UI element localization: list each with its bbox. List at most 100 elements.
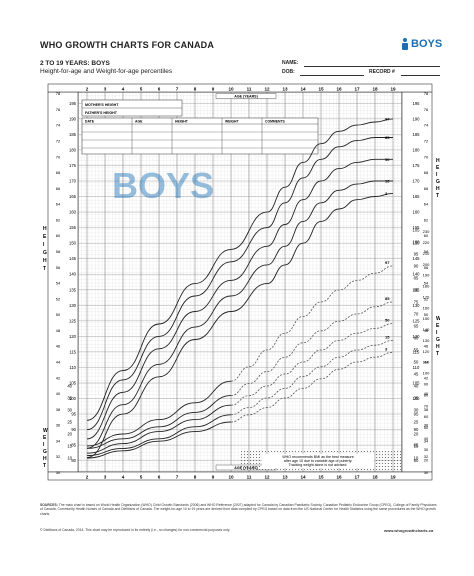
kg-tick-right-60: 60 — [414, 336, 419, 341]
website-url[interactable]: www.whogrowthcharts.ca — [384, 528, 434, 533]
height-curve-p97 — [86, 118, 394, 421]
chart-subtitle-2: Height-for-age and Weight-for-age percen… — [40, 68, 173, 75]
kg-tick-left-20: 20 — [67, 432, 72, 437]
in-tick-right-74: 74 — [424, 123, 429, 128]
in-tick-left-76: 76 — [56, 107, 61, 112]
cm-tick-left-155: 155 — [69, 225, 77, 230]
in-tick-left-58: 58 — [56, 249, 61, 254]
cm-tick-right-95: 95 — [414, 412, 419, 417]
sources-footnote: SOURCES: The main chart is based on Worl… — [40, 503, 440, 516]
cm-tick-left-90: 90 — [71, 427, 76, 432]
in-tick-left-48: 48 — [56, 328, 61, 333]
cm-tick-left-165: 165 — [69, 194, 77, 199]
kg-tick-right-15: 15 — [414, 444, 419, 449]
record-label: RECORD # — [369, 69, 395, 75]
weight-percentile-curves: 97 85 50 15 3 — [86, 260, 394, 459]
note-line-3: Tracking weight alone is not advised. — [289, 463, 348, 467]
cm-tick-left-110: 110 — [69, 365, 76, 370]
kg-tick-left-25: 25 — [67, 420, 72, 425]
in-tick-right-52: 52 — [424, 296, 429, 301]
kg-tick-right-80: 80 — [414, 288, 419, 293]
lb-tick-right-130: 130 — [423, 338, 430, 343]
weight-curve-dashed-p3 — [230, 352, 394, 423]
cm-tick-right-90: 90 — [414, 427, 419, 432]
plot-grid — [77, 91, 403, 473]
in-tick-right-32: 32 — [424, 454, 429, 459]
lb-tick-right-230: 230 — [423, 229, 430, 234]
kg-tick-right-40: 40 — [414, 384, 419, 389]
x-tick-labels: 2 2 3 3 4 4 5 5 6 6 7 7 8 8 9 9 10 10 11 11 12 12 13 13 14 14 15 15… — [86, 86, 396, 479]
cm-tick-right-100: 100 — [413, 396, 421, 401]
cm-tick-left-135: 135 — [69, 287, 77, 292]
cm-tick-right-105: 105 — [413, 380, 421, 385]
kg-tick-right-20: 20 — [414, 432, 419, 437]
lb-tick-right-210: 210 — [423, 251, 430, 256]
cm-tick-right-145: 145 — [413, 256, 421, 261]
chart-subtitle: 2 TO 19 YEARS: BOYS — [40, 60, 110, 67]
weight-label-p85: 85 — [385, 296, 390, 301]
cm-tick-left-95: 95 — [71, 412, 76, 417]
lb-tick-right-160: 160 — [423, 305, 430, 310]
x-tick-top-10: 10 — [228, 86, 234, 91]
record-field[interactable] — [401, 75, 440, 76]
weight-curve-p97 — [86, 380, 232, 447]
cm-tick-right-175: 175 — [413, 163, 421, 168]
height-label-p97: 97 — [385, 116, 390, 121]
cm-tick-left-120: 120 — [69, 334, 77, 339]
height-curve-p15 — [86, 180, 393, 449]
in-tick-right-66: 66 — [424, 186, 429, 191]
note-line-1: WHO recommends BMI as the best measure — [282, 455, 354, 459]
top-age-strip — [47, 83, 433, 93]
in-tick-left-32: 32 — [56, 454, 61, 459]
x-tick-top-14: 14 — [300, 86, 306, 91]
x-tick-top-17: 17 — [354, 86, 360, 91]
in-tick-left-50: 50 — [56, 312, 61, 317]
lb-tick-right-70: 70 — [424, 403, 429, 408]
cm-tick-left-145: 145 — [69, 256, 77, 261]
x-tick-top-3: 3 — [104, 86, 107, 91]
sources-label: SOURCES: — [40, 503, 58, 507]
cm-tick-left-190: 190 — [69, 116, 77, 121]
kg-tick-right-75: 75 — [414, 300, 419, 305]
x-tick-top-16: 16 — [336, 86, 342, 91]
age-years-label-top: AGE (YEARS) — [234, 95, 258, 99]
cm-tick-right-185: 185 — [413, 132, 421, 137]
cm-tick-left-175: 175 — [69, 163, 77, 168]
x-tick-bottom-4: 4 — [122, 474, 125, 479]
name-field[interactable] — [304, 66, 440, 67]
in-tick-left-64: 64 — [56, 202, 61, 207]
height-label-p50: 50 — [385, 157, 390, 162]
kg-tick-left-10: 10 — [67, 456, 72, 461]
cm-tick-left-195: 195 — [69, 101, 77, 106]
x-tick-bottom-19: 19 — [390, 474, 396, 479]
in-tick-right-62: 62 — [424, 217, 429, 222]
in-tick-left-38: 38 — [56, 407, 61, 412]
in-tick-right-58: 58 — [424, 249, 429, 254]
weight-curve-p85 — [86, 395, 232, 449]
dob-field[interactable] — [300, 75, 364, 76]
height-curve-p85 — [86, 137, 393, 431]
lb-tick-right-30: 30 — [424, 447, 429, 452]
weight-curve-p15 — [86, 414, 232, 457]
cm-tick-left-170: 170 — [69, 179, 77, 184]
cm-tick-left-125: 125 — [69, 318, 77, 323]
kg-tick-right-95: 95 — [414, 252, 419, 257]
x-tick-bottom-3: 3 — [104, 474, 107, 479]
mothers-height-label: MOTHER'S HEIGHT — [85, 103, 119, 107]
in-tick-right-30: 30 — [424, 470, 429, 475]
cm-tick-left-105: 105 — [69, 380, 77, 385]
height-label-p85: 85 — [385, 135, 390, 140]
cm-tick-right-155: 155 — [413, 225, 421, 230]
name-label: NAME: — [282, 60, 299, 66]
in-tick-right-54: 54 — [424, 281, 429, 286]
x-tick-bottom-6: 6 — [158, 474, 161, 479]
in-tick-left-36: 36 — [56, 423, 61, 428]
lb-tick-right-180: 180 — [423, 284, 430, 289]
lb-tick-right-20: 20 — [424, 458, 429, 463]
height-percentile-curves: 97 85 50 15 3 — [86, 116, 394, 459]
x-tick-top-9: 9 — [212, 86, 215, 91]
kg-tick-right-100: 100 — [413, 240, 421, 245]
in-tick-right-68: 68 — [424, 170, 429, 175]
